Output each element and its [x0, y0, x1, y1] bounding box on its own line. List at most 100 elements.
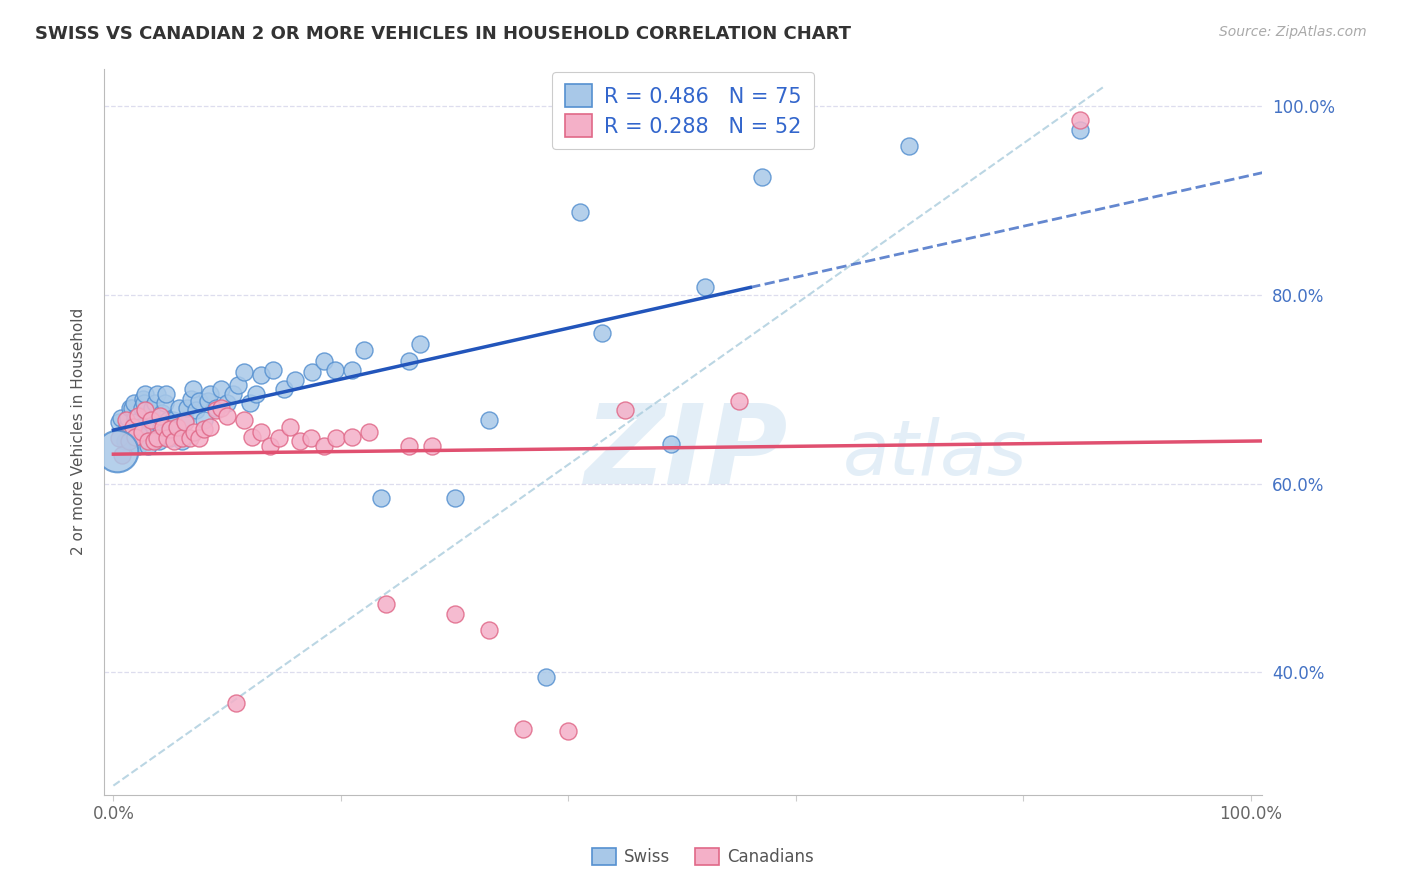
Point: [568, 205, 591, 219]
Point: [156, 431, 179, 445]
Point: [141, 401, 163, 416]
Point: [145, 431, 167, 445]
Point: [150, 420, 173, 434]
Point: [209, 382, 232, 396]
Point: [108, 415, 131, 429]
Point: [120, 401, 142, 416]
Point: [409, 337, 432, 351]
Legend: Swiss, Canadians: Swiss, Canadians: [586, 841, 820, 873]
Point: [325, 431, 347, 445]
Point: [591, 326, 613, 340]
Point: [197, 393, 219, 408]
Point: [159, 422, 181, 436]
Point: [136, 434, 159, 449]
Point: [132, 396, 155, 410]
Point: [239, 396, 262, 410]
Point: [193, 422, 215, 436]
Legend: R = 0.486   N = 75, R = 0.288   N = 52: R = 0.486 N = 75, R = 0.288 N = 52: [553, 71, 814, 149]
Point: [124, 410, 146, 425]
Text: atlas: atlas: [844, 417, 1028, 491]
Point: [114, 434, 136, 449]
Point: [240, 429, 263, 443]
Point: [145, 396, 167, 410]
Point: [728, 393, 751, 408]
Point: [1069, 113, 1091, 128]
Point: [115, 420, 138, 434]
Point: [262, 363, 284, 377]
Point: [134, 387, 156, 401]
Point: [478, 623, 501, 637]
Point: [180, 392, 202, 406]
Point: [228, 377, 250, 392]
Point: [375, 598, 398, 612]
Point: [108, 431, 131, 445]
Point: [159, 431, 181, 445]
Point: [301, 365, 323, 379]
Point: [110, 410, 132, 425]
Point: [751, 169, 773, 184]
Point: [187, 431, 209, 445]
Point: [143, 420, 166, 434]
Point: [111, 449, 134, 463]
Point: [155, 387, 177, 401]
Point: [250, 425, 273, 439]
Point: [148, 434, 170, 449]
Point: [299, 431, 322, 445]
Point: [181, 382, 204, 396]
Point: [156, 412, 179, 426]
Point: [443, 607, 465, 621]
Point: [259, 439, 281, 453]
Point: [132, 392, 155, 406]
Point: [659, 437, 682, 451]
Point: [204, 403, 226, 417]
Point: [142, 412, 165, 426]
Point: [124, 429, 146, 443]
Point: [323, 363, 346, 377]
Point: [166, 420, 188, 434]
Point: [115, 412, 138, 426]
Point: [169, 401, 191, 416]
Point: [353, 343, 375, 357]
Point: [128, 420, 150, 434]
Point: [121, 401, 143, 416]
Point: [443, 491, 465, 505]
Point: [176, 401, 198, 416]
Point: [131, 401, 153, 416]
Y-axis label: 2 or more Vehicles in Household: 2 or more Vehicles in Household: [72, 308, 86, 556]
Point: [370, 491, 392, 505]
Point: [273, 382, 295, 396]
Point: [183, 425, 205, 439]
Point: [420, 439, 443, 453]
Point: [342, 429, 364, 443]
Point: [898, 139, 921, 153]
Point: [398, 439, 420, 453]
Text: SWISS VS CANADIAN 2 OR MORE VEHICLES IN HOUSEHOLD CORRELATION CHART: SWISS VS CANADIAN 2 OR MORE VEHICLES IN …: [35, 25, 851, 43]
Point: [153, 396, 176, 410]
Point: [165, 422, 187, 436]
Point: [233, 412, 256, 426]
Point: [198, 387, 221, 401]
Point: [163, 434, 186, 449]
Point: [118, 434, 141, 449]
Point: [204, 401, 226, 416]
Point: [138, 425, 160, 439]
Point: [250, 368, 273, 383]
Point: [269, 431, 291, 445]
Point: [478, 412, 501, 426]
Point: [342, 363, 364, 377]
Point: [136, 439, 159, 453]
Point: [150, 406, 173, 420]
Text: ZIP: ZIP: [585, 401, 789, 507]
Point: [162, 412, 184, 426]
Point: [222, 387, 245, 401]
Point: [105, 443, 128, 458]
Point: [693, 280, 716, 294]
Point: [187, 393, 209, 408]
Point: [170, 434, 193, 449]
Point: [127, 439, 149, 453]
Point: [193, 412, 215, 426]
Point: [614, 403, 637, 417]
Point: [225, 696, 247, 710]
Point: [145, 387, 167, 401]
Point: [152, 420, 174, 434]
